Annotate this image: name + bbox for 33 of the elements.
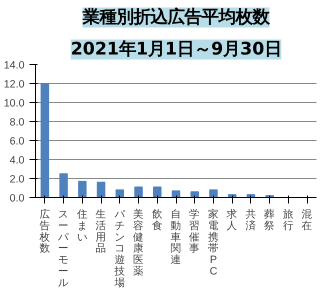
x-tick-label: 美容健康医薬	[133, 208, 144, 278]
bar	[40, 83, 50, 198]
y-tick-label: 0.0	[10, 192, 25, 204]
bar	[209, 189, 218, 198]
x-tick-label: 混在	[302, 208, 313, 232]
x-tick-label: 旅行	[282, 208, 294, 232]
x-tick-label: 葬祭	[264, 208, 276, 232]
x-tick-label: パチンコ遊技場	[113, 208, 126, 289]
bar	[78, 180, 87, 198]
y-tick-label: 10.0	[4, 98, 25, 110]
bar	[59, 173, 68, 198]
x-tick-label: 飲食	[152, 208, 163, 232]
x-tick-label: 求人	[226, 208, 238, 232]
y-tick-label: 12.0	[4, 78, 25, 90]
x-tick-label: 広告枚数	[38, 208, 50, 255]
x-tick-label: 学習催事	[189, 208, 200, 255]
x-tick-label: 自動車関連	[170, 208, 182, 266]
x-tick-label: 共済	[245, 208, 256, 232]
bar	[96, 182, 106, 198]
bar	[134, 186, 143, 198]
bar	[153, 186, 162, 198]
y-tick-label: 14.0	[4, 60, 25, 72]
chart-subtitle: 2021年1月1日～9月30日	[70, 40, 282, 60]
x-tick-label: スーパーモール	[57, 208, 70, 289]
chart-title: 業種別折込広告平均枚数	[82, 8, 270, 28]
y-tick-label: 8.0	[10, 116, 25, 128]
y-tick-label: 6.0	[10, 136, 25, 148]
x-tick-label: 生活用品	[96, 208, 107, 255]
y-tick-label: 2.0	[10, 174, 25, 186]
bar	[116, 189, 124, 198]
x-tick-label: 家電携帯PC	[208, 208, 219, 278]
y-tick-label: 4.0	[10, 154, 25, 166]
x-tick-label: 住まい	[76, 208, 88, 244]
